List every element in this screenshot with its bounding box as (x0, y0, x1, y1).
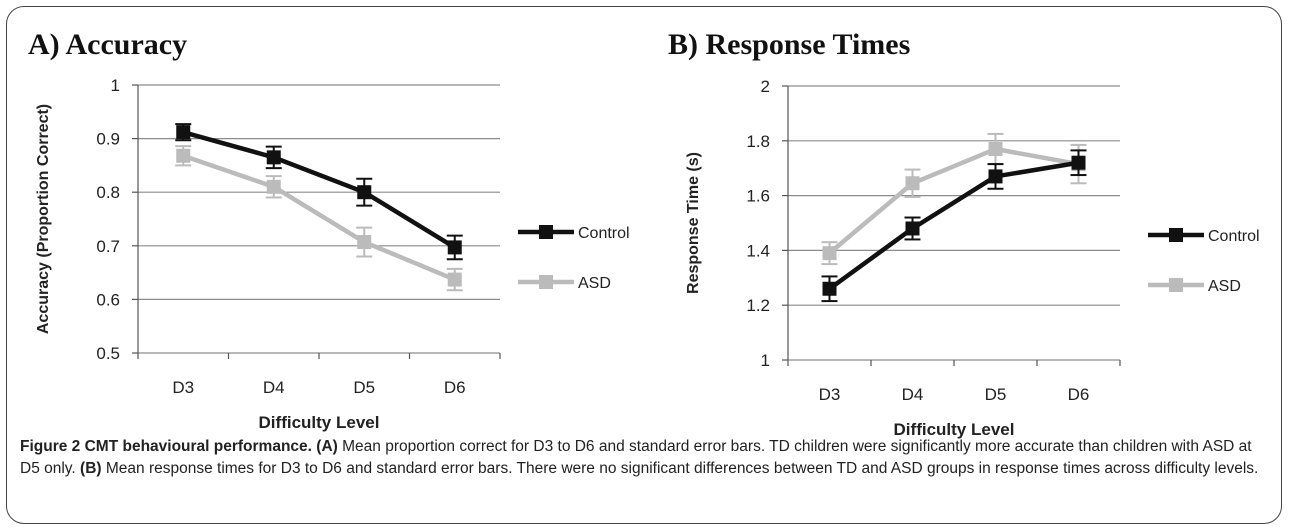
data-point-control (822, 281, 837, 296)
series-line-asd (828, 146, 1079, 255)
data-point-control (1071, 155, 1086, 170)
chart-title: A) Accuracy (28, 28, 188, 61)
data-point-control (266, 150, 281, 165)
caption-part-b-text: Mean response times for D3 to D6 and sta… (101, 460, 1259, 477)
data-point-asd (266, 179, 281, 194)
data-point-asd (357, 235, 372, 250)
data-point-asd (176, 148, 191, 163)
chart-title: B) Response Times (668, 28, 911, 61)
x-tick-label: D4 (263, 378, 285, 397)
data-point-asd (988, 142, 1003, 157)
legend-marker (539, 225, 553, 239)
caption-part-b-label: (B) (80, 460, 102, 477)
y-tick-label: 0.6 (96, 290, 120, 309)
x-axis-label: Difficulty Level (259, 413, 380, 432)
y-axis-label: Response Time (s) (685, 152, 702, 294)
data-point-asd (905, 176, 920, 191)
response-time-chart: 1 1.2 1.4 1.6 1.8 2 D3 D4 D5 D6 Difficulty Level Re… (685, 77, 1260, 439)
y-tick-label: 1.8 (746, 132, 770, 151)
y-tick-label: 2 (761, 77, 770, 96)
y-tick-label: 0.5 (96, 344, 120, 363)
y-tick-label: 0.7 (96, 237, 120, 256)
y-tick-label: 1 (111, 76, 120, 95)
x-tick-label: D3 (172, 378, 194, 397)
caption-part-a-text: Mean proportion correct for D3 to D6 and… (20, 438, 1252, 477)
caption-part-a-label: (A) (316, 438, 338, 455)
legend-label: ASD (1208, 278, 1241, 295)
x-tick-label: D5 (985, 385, 1007, 404)
series-line-control (828, 160, 1079, 291)
data-point-asd (447, 272, 462, 287)
data-point-asd (822, 246, 837, 261)
legend-marker (539, 275, 553, 289)
legend-marker (1169, 228, 1183, 242)
x-axis-label: Difficulty Level (894, 420, 1015, 439)
figure-frame (6, 6, 1282, 524)
legend-marker (1169, 278, 1183, 292)
y-tick-label: 1.4 (746, 241, 770, 260)
y-axis-label: Accuracy (Proportion Correct) (35, 104, 52, 334)
data-point-control (905, 221, 920, 236)
x-tick-label: D5 (353, 378, 375, 397)
y-tick-label: 1 (761, 351, 770, 370)
data-point-control (988, 169, 1003, 184)
y-tick-label: 1.6 (746, 187, 770, 206)
x-tick-label: D4 (902, 385, 924, 404)
y-tick-label: 1.2 (746, 296, 770, 315)
figure-caption: Figure 2 CMT behavioural performance. (A… (20, 436, 1270, 480)
data-point-control (447, 240, 462, 255)
series-line-asd (182, 153, 456, 282)
y-tick-label: 0.8 (96, 183, 120, 202)
legend-label: ASD (578, 275, 611, 292)
y-tick-label: 0.9 (96, 130, 120, 149)
caption-figure-label: Figure 2 CMT behavioural performance. (20, 438, 312, 455)
legend-label: Control (1208, 228, 1260, 245)
legend-label: Control (578, 225, 630, 242)
x-tick-label: D6 (1068, 385, 1090, 404)
x-tick-label: D6 (444, 378, 466, 397)
data-point-control (357, 185, 372, 200)
data-point-control (176, 125, 191, 140)
accuracy-chart: 0.5 0.6 0.7 0.8 0.9 1 D3 D4 D5 D6 Difficulty Level… (35, 76, 630, 432)
x-tick-label: D3 (819, 385, 841, 404)
series-line-control (182, 130, 456, 250)
